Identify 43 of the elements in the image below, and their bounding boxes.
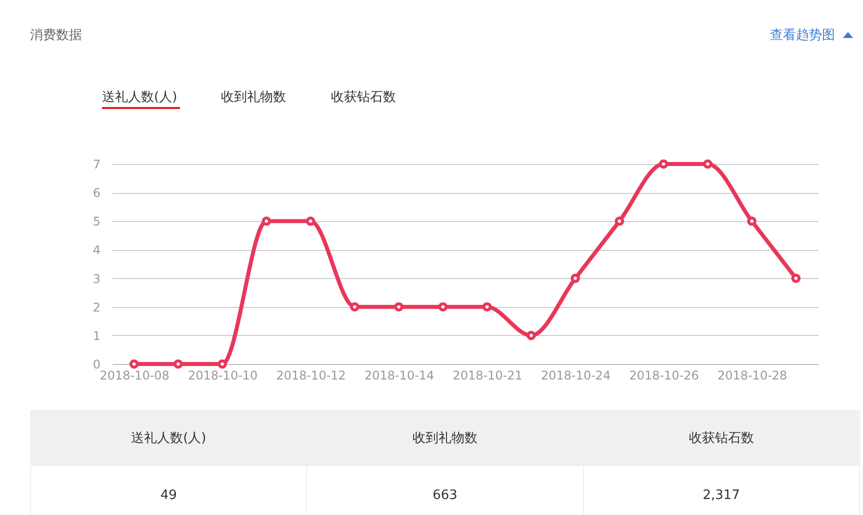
x-tick-label: 2018-10-26	[629, 368, 699, 382]
text: 收获钻石数	[331, 89, 396, 106]
y-tick-label: 6	[92, 186, 100, 200]
y-tick-label: 0	[92, 358, 100, 372]
x-tick-label: 2018-10-10	[188, 368, 258, 382]
point	[526, 330, 536, 340]
point	[791, 274, 801, 283]
y-tick-label: 4	[92, 243, 100, 258]
x-tick-label: 2018-10-24	[540, 368, 611, 382]
point	[614, 216, 624, 226]
text: 663	[306, 466, 584, 515]
text: 49	[30, 466, 307, 515]
x-tick-label: 2018-10-28	[717, 368, 788, 382]
point	[174, 359, 183, 369]
x-tick-label: 2018-10-08	[100, 368, 170, 382]
x-tick-label: 2018-10-12	[276, 368, 346, 382]
text: 收到礼物数	[221, 89, 286, 106]
y-tick-label: 1	[92, 328, 100, 343]
point	[747, 216, 756, 226]
text: 收到礼物数	[306, 410, 584, 466]
chart-title: 消费数据	[30, 27, 82, 44]
point	[658, 159, 668, 169]
point	[703, 159, 712, 169]
text: 查看趋势图	[770, 27, 836, 44]
point	[306, 216, 316, 226]
text: 收获钻石数	[583, 410, 860, 466]
y-tick-label: 2	[92, 300, 100, 314]
text: 2,317	[583, 466, 860, 515]
text: 送礼人数(人)	[102, 89, 178, 106]
point	[350, 302, 360, 312]
point	[218, 359, 227, 369]
text: 送礼人数(人)	[30, 410, 307, 466]
point	[262, 216, 272, 226]
point	[394, 302, 404, 312]
point	[438, 302, 448, 312]
y-tick-label: 7	[92, 158, 100, 172]
y-tick-label: 5	[92, 214, 100, 229]
y-tick-label: 3	[92, 272, 100, 286]
x-tick-label: 2018-10-21	[452, 368, 522, 382]
point	[482, 302, 492, 312]
point	[129, 359, 139, 369]
x-tick-label: 2018-10-14	[364, 368, 434, 382]
point	[570, 274, 580, 283]
